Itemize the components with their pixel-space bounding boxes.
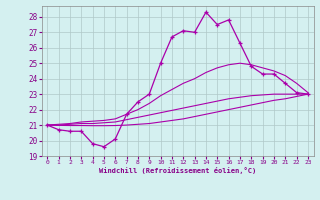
X-axis label: Windchill (Refroidissement éolien,°C): Windchill (Refroidissement éolien,°C) [99,167,256,174]
